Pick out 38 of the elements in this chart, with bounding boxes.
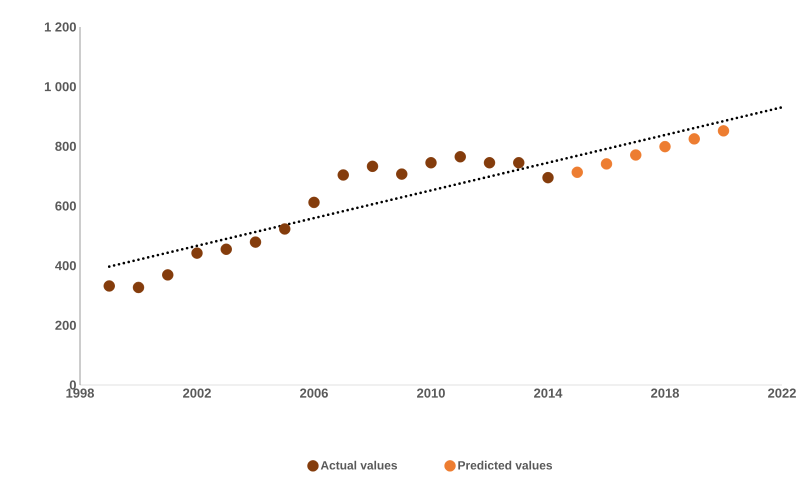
y-tick-label: 600 [55,201,76,211]
x-tick-label: 2018 [651,388,680,398]
point [338,169,349,181]
point [572,166,583,178]
y-tick-label: 800 [55,142,76,151]
point [484,157,496,168]
point [220,244,232,255]
y-tick-label: 1 200 [44,22,76,32]
point [279,223,290,235]
point [542,172,554,184]
x-tick-label: 2006 [300,388,328,398]
y-tick-label: 1 000 [44,82,76,92]
x-tick-label: 2022 [768,388,796,398]
x-tick-label: 2010 [417,388,445,398]
point [250,236,262,248]
point [162,269,174,281]
x-tick-label: 1998 [66,388,94,398]
point [600,158,612,170]
x-tick-label: 2014 [534,388,562,398]
legend-label: Actual values [320,460,398,470]
point [454,151,466,162]
point [191,247,203,259]
legend-label: Predicted values [458,460,552,470]
y-tick-label: 200 [55,320,76,330]
point [132,282,144,294]
point [425,157,437,168]
y-tick-label: 400 [55,261,76,270]
point [513,157,524,168]
point [688,133,700,145]
point [659,140,671,152]
x-tick-label: 2002 [183,388,211,398]
point [630,149,642,161]
point [308,196,320,208]
point [396,168,408,180]
point [104,280,115,292]
y-tick-label: 0 [70,380,76,390]
point [366,160,378,172]
point [718,125,730,137]
